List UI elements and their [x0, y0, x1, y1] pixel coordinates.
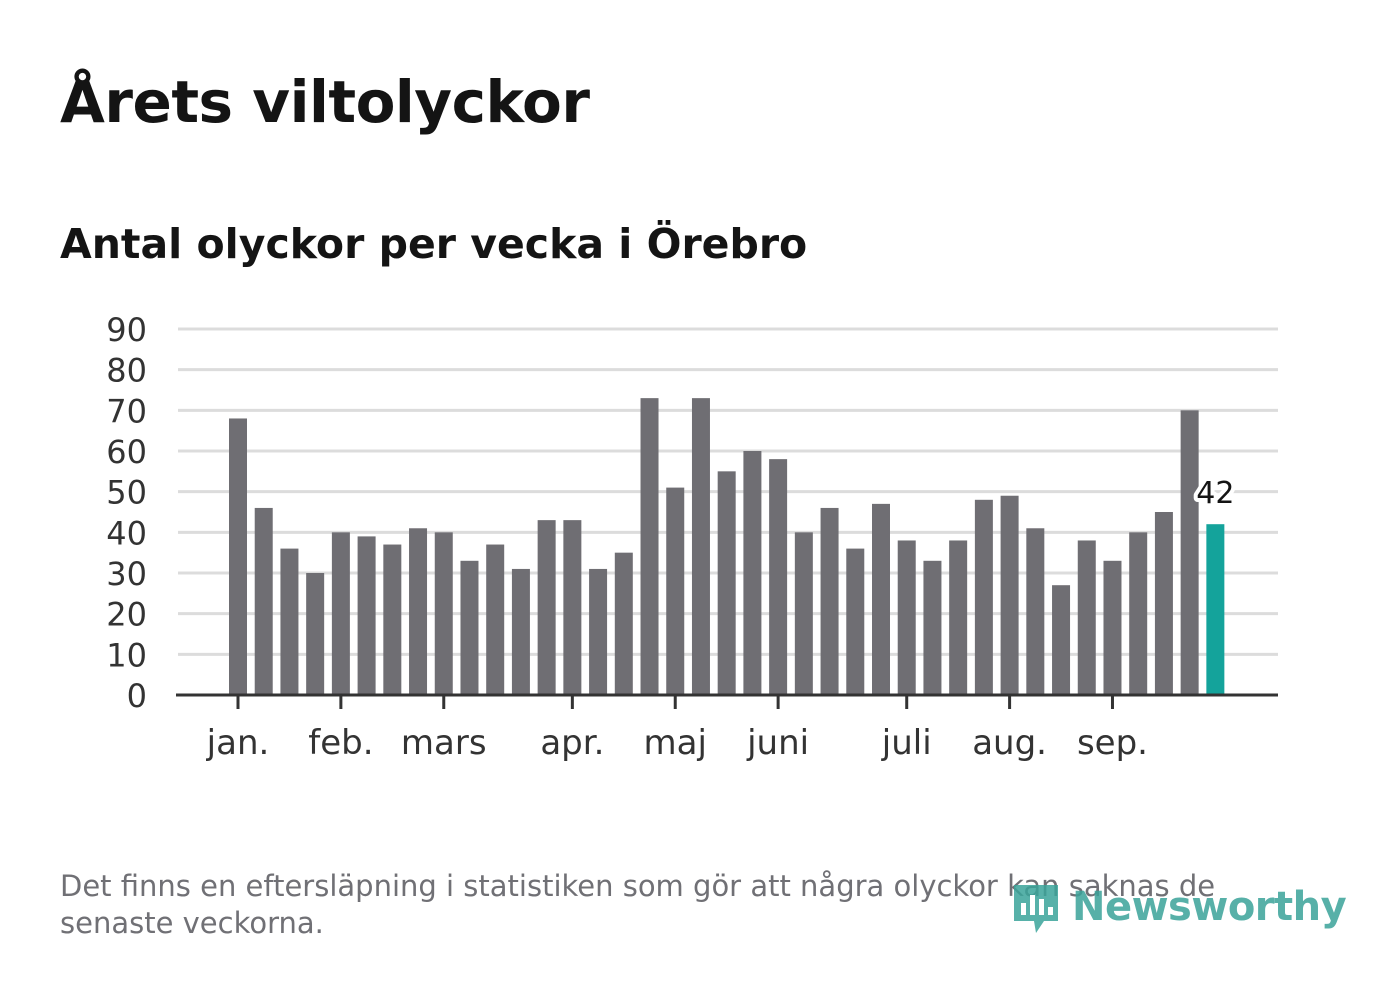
bar: [331, 532, 350, 695]
x-tick-label: aug.: [972, 723, 1047, 763]
bar: [640, 398, 659, 695]
y-tick-label: 80: [106, 352, 147, 390]
y-tick-label: 10: [106, 636, 147, 674]
bar: [1129, 532, 1148, 695]
bar: [1052, 585, 1071, 695]
y-tick-label: 50: [106, 474, 147, 512]
y-tick-label: 20: [106, 596, 147, 634]
brand-name: Newsworthy: [1072, 884, 1347, 930]
bar: [923, 560, 942, 695]
bar: [974, 499, 993, 695]
bars: [229, 398, 1225, 695]
bar: [460, 560, 479, 695]
bar: [1000, 495, 1019, 695]
y-tick-label: 90: [106, 311, 147, 349]
bar: [280, 548, 299, 695]
bar: [743, 451, 762, 695]
bar: [949, 540, 968, 695]
bar: [434, 532, 453, 695]
bar: [383, 544, 402, 695]
bar: [666, 487, 685, 695]
bar: [846, 548, 865, 695]
bar: [254, 507, 273, 695]
x-tick-label: mars: [401, 723, 487, 763]
x-axis-ticks: jan. feb. mars apr. maj juni juli aug. sep.: [206, 695, 1148, 763]
bar: [1154, 512, 1173, 695]
chart-title: Årets viltolyckor: [60, 68, 590, 136]
bar: [537, 520, 556, 695]
bar: [357, 536, 376, 695]
highlight-value-label: 42: [1196, 476, 1234, 511]
y-tick-label: 60: [106, 433, 147, 471]
bar: [1077, 540, 1096, 695]
x-tick-label: juni: [746, 723, 809, 763]
bar: [897, 540, 916, 695]
brand-logo: Newsworthy: [1010, 877, 1347, 937]
x-tick-label: feb.: [308, 723, 373, 763]
y-tick-label: 40: [106, 514, 147, 552]
bar: [1180, 410, 1199, 695]
bar: [872, 503, 890, 695]
bar: [511, 568, 530, 695]
y-tick-label: 30: [106, 555, 147, 593]
bar: [1103, 560, 1122, 695]
x-tick-label: jan.: [206, 723, 270, 763]
newsworthy-logo-icon: [1014, 885, 1058, 933]
bar: [229, 418, 247, 695]
bar: [717, 471, 736, 695]
x-tick-label: maj: [644, 723, 707, 763]
bar: [1026, 528, 1045, 695]
bar-highlight: [1206, 524, 1225, 695]
x-tick-label: sep.: [1077, 723, 1148, 763]
bar: [769, 459, 788, 695]
y-tick-label: 0: [127, 677, 147, 715]
data-labels: 42: [1192, 472, 1238, 515]
bar: [486, 544, 505, 695]
bar: [614, 552, 633, 695]
bar: [306, 573, 325, 695]
x-tick-label: juli: [881, 723, 932, 763]
y-tick-label: 70: [106, 392, 147, 430]
bar: [794, 532, 813, 695]
x-tick-label: apr.: [540, 723, 604, 763]
bar: [409, 528, 428, 695]
bar: [691, 398, 710, 695]
bar: [820, 507, 839, 695]
bar: [563, 520, 582, 695]
bar: [589, 568, 608, 695]
chart-subtitle: Antal olyckor per vecka i Örebro: [60, 220, 808, 268]
